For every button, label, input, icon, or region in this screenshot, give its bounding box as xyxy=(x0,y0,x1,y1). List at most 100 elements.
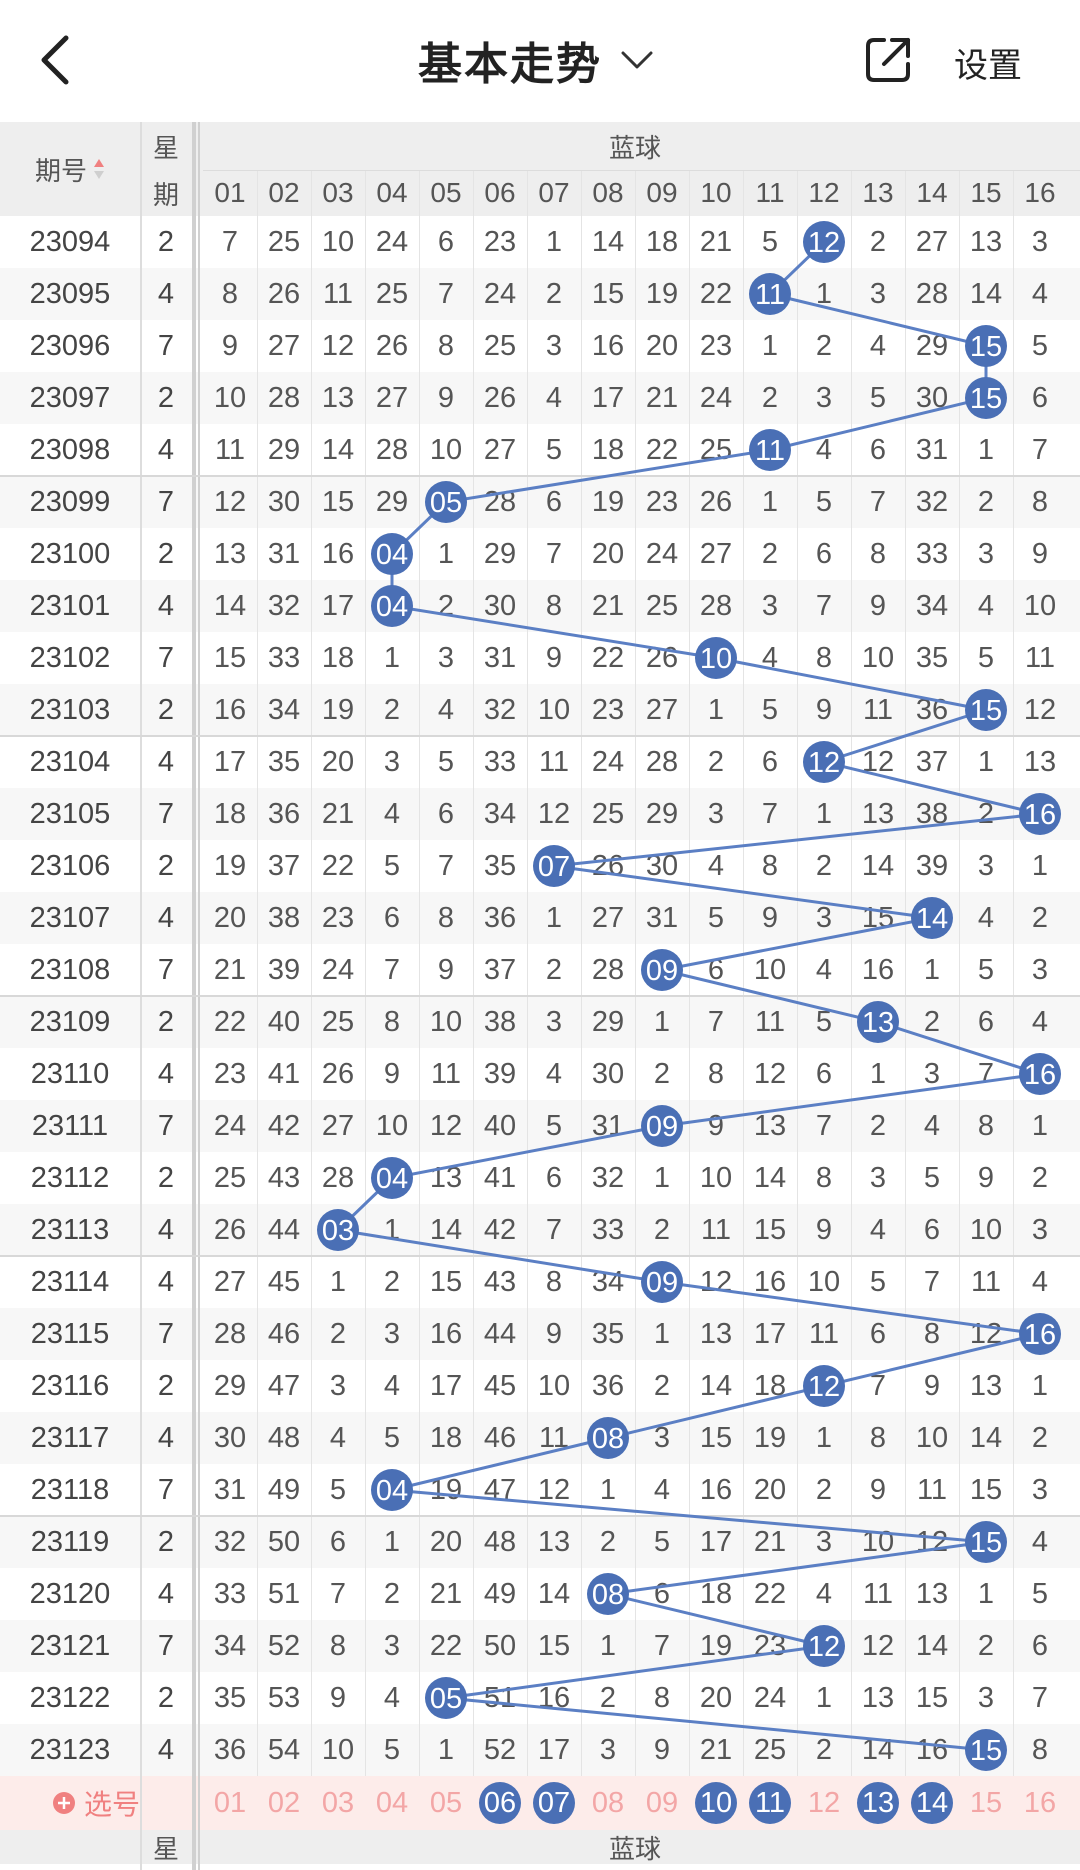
omission-value: 35 xyxy=(213,1681,247,1714)
ball-circle xyxy=(587,1573,629,1615)
column-header: 14 xyxy=(916,177,948,208)
omission-value: 21 xyxy=(753,1525,787,1558)
omission-value: 43 xyxy=(267,1161,301,1194)
omission-value: 1 xyxy=(977,745,995,778)
weekday-value: 2 xyxy=(157,849,175,882)
omission-value: 1 xyxy=(761,329,779,362)
weekday-value: 7 xyxy=(157,797,175,830)
omission-value: 31 xyxy=(645,901,679,934)
omission-value: 9 xyxy=(815,1213,833,1246)
omission-value: 39 xyxy=(915,849,949,882)
omission-value: 2 xyxy=(869,225,887,258)
sort-icon[interactable] xyxy=(93,158,105,180)
omission-value: 9 xyxy=(977,1161,995,1194)
column-header: 10 xyxy=(700,177,732,208)
omission-value: 51 xyxy=(483,1681,517,1714)
omission-value: 17 xyxy=(753,1317,787,1350)
omission-value: 12 xyxy=(537,1473,571,1506)
omission-value: 8 xyxy=(1031,1733,1049,1766)
omission-value: 34 xyxy=(483,797,517,830)
omission-value: 24 xyxy=(699,381,733,414)
winning-ball: 05 xyxy=(425,481,467,523)
winning-ball: 12 xyxy=(803,1365,845,1407)
omission-value: 16 xyxy=(699,1473,733,1506)
issue-column-header[interactable]: 期号 xyxy=(0,122,140,216)
omission-value: 2 xyxy=(653,1213,671,1246)
omission-value: 4 xyxy=(1031,1525,1049,1558)
omission-value: 9 xyxy=(869,1473,887,1506)
omission-value: 33 xyxy=(915,537,949,570)
omission-value: 20 xyxy=(321,745,355,778)
ball-circle xyxy=(641,1261,683,1303)
omission-value: 27 xyxy=(321,1109,355,1142)
omission-value: 3 xyxy=(977,537,995,570)
column-header: 16 xyxy=(1024,177,1056,208)
weekday-value: 2 xyxy=(157,537,175,570)
ball-circle xyxy=(965,1521,1007,1563)
omission-value: 31 xyxy=(267,537,301,570)
settings-button[interactable]: 设置 xyxy=(954,46,1022,86)
omission-value: 10 xyxy=(375,1109,409,1142)
selected-number-ball[interactable]: 06 xyxy=(483,1786,517,1819)
omission-value: 33 xyxy=(213,1577,247,1610)
omission-value: 21 xyxy=(699,225,733,258)
selected-number-ball[interactable]: 07 xyxy=(537,1786,571,1819)
omission-value: 24 xyxy=(753,1681,787,1714)
omission-value: 34 xyxy=(915,589,949,622)
omission-value: 25 xyxy=(753,1733,787,1766)
omission-value: 5 xyxy=(329,1473,347,1506)
weekday-value: 4 xyxy=(157,1057,175,1090)
selectable-number[interactable]: 16 xyxy=(1023,1786,1057,1819)
row-stripe xyxy=(0,476,1080,528)
omission-value: 15 xyxy=(429,1265,463,1298)
weekday-value: 4 xyxy=(157,277,175,310)
omission-value: 46 xyxy=(483,1421,517,1454)
selected-number-ball[interactable]: 14 xyxy=(915,1786,949,1819)
row-stripe xyxy=(0,1204,1080,1256)
select-number-label: 选号 xyxy=(83,1788,140,1821)
winning-ball: 12 xyxy=(803,1625,845,1667)
omission-value: 28 xyxy=(915,277,949,310)
weekday-value: 2 xyxy=(157,225,175,258)
selectable-number[interactable]: 15 xyxy=(969,1786,1003,1819)
omission-value: 33 xyxy=(591,1213,625,1246)
omission-value: 3 xyxy=(977,1681,995,1714)
selected-number-ball[interactable]: 13 xyxy=(861,1786,895,1819)
omission-value: 34 xyxy=(267,693,301,726)
selectable-number[interactable]: 09 xyxy=(645,1786,679,1819)
page-title[interactable]: 基本走势 xyxy=(418,28,654,92)
omission-value: 16 xyxy=(915,1733,949,1766)
grid-line xyxy=(365,170,366,1776)
omission-value: 1 xyxy=(383,641,401,674)
omission-value: 22 xyxy=(429,1629,463,1662)
omission-value: 16 xyxy=(213,693,247,726)
ball-circle xyxy=(695,637,737,679)
column-header: 01 xyxy=(214,177,246,208)
issue-number: 23112 xyxy=(30,1161,110,1194)
omission-value: 22 xyxy=(591,641,625,674)
selected-number-ball[interactable]: 10 xyxy=(699,1786,733,1819)
omission-value: 35 xyxy=(591,1317,625,1350)
selectable-number[interactable]: 03 xyxy=(321,1786,355,1819)
chevron-left-icon[interactable] xyxy=(36,30,76,90)
selectable-number[interactable]: 02 xyxy=(267,1786,301,1819)
selectable-number[interactable]: 12 xyxy=(807,1786,841,1819)
omission-value: 2 xyxy=(977,485,995,518)
selected-number-ball[interactable]: 11 xyxy=(754,1786,786,1819)
omission-value: 39 xyxy=(483,1057,517,1090)
omission-value: 9 xyxy=(545,641,563,674)
omission-value: 5 xyxy=(869,1265,887,1298)
share-icon[interactable] xyxy=(862,34,914,86)
selectable-number[interactable]: 04 xyxy=(375,1786,409,1819)
omission-value: 30 xyxy=(591,1057,625,1090)
winning-ball: 13 xyxy=(857,1001,899,1043)
omission-value: 15 xyxy=(915,1681,949,1714)
selectable-number[interactable]: 05 xyxy=(429,1786,463,1819)
selectable-number[interactable]: 08 xyxy=(591,1786,625,1819)
column-header: 02 xyxy=(268,177,300,208)
selectable-number[interactable]: 01 xyxy=(213,1786,247,1819)
omission-value: 29 xyxy=(591,1005,625,1038)
omission-value: 8 xyxy=(221,277,239,310)
select-number-button[interactable]: 选号 xyxy=(0,1776,192,1830)
